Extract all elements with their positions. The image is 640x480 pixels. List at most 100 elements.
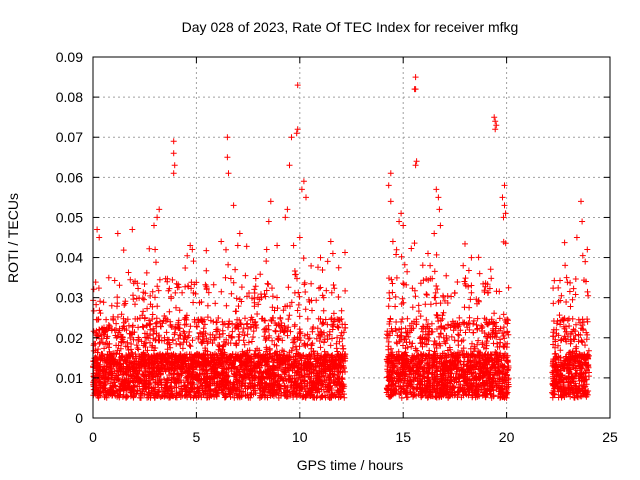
data-point: [123, 393, 130, 400]
data-point: [246, 290, 252, 296]
data-point: [235, 303, 242, 310]
data-point: [258, 294, 265, 301]
data-point: [277, 315, 284, 322]
data-point: [155, 287, 162, 294]
data-point: [466, 304, 473, 311]
data-point: [570, 285, 577, 292]
data-point: [490, 340, 497, 347]
data-point: [315, 264, 321, 271]
data-point: [175, 281, 182, 288]
data-point: [144, 347, 151, 354]
data-point: [475, 254, 482, 261]
data-point: [470, 329, 477, 336]
data-point: [305, 335, 312, 342]
data-point: [342, 324, 349, 331]
data-point: [154, 303, 161, 310]
data-point: [244, 331, 251, 338]
data-point: [269, 293, 276, 300]
data-point: [130, 296, 137, 303]
data-point: [169, 276, 176, 283]
data-point: [316, 285, 322, 292]
data-point: [335, 264, 342, 271]
data-point: [393, 274, 400, 281]
data-point: [424, 292, 430, 298]
data-point: [386, 295, 393, 302]
data-point: [462, 240, 468, 247]
data-point: [320, 307, 327, 314]
data-point: [114, 300, 121, 307]
data-point: [427, 301, 434, 308]
data-point: [244, 320, 251, 327]
data-point: [204, 340, 211, 347]
data-point: [448, 293, 455, 300]
data-point: [383, 331, 390, 338]
data-point: [190, 258, 197, 265]
data-point: [342, 287, 349, 294]
data-point: [567, 303, 574, 310]
data-point: [415, 302, 422, 309]
data-point: [187, 343, 194, 350]
data-point: [227, 275, 234, 282]
data-point: [389, 289, 396, 296]
data-point: [491, 310, 498, 317]
data-point: [550, 285, 557, 292]
data-point: [152, 294, 158, 301]
data-point: [223, 302, 230, 309]
data-point: [294, 275, 300, 282]
data-point: [141, 296, 147, 303]
data-point: [411, 240, 418, 247]
data-point: [242, 272, 249, 279]
data-point: [140, 289, 147, 296]
data-point: [399, 316, 406, 323]
data-point: [443, 272, 450, 279]
data-point: [484, 335, 491, 341]
data-point: [105, 344, 112, 351]
data-point: [132, 301, 138, 308]
data-point: [335, 294, 342, 300]
data-point: [95, 285, 102, 292]
data-point: [160, 388, 167, 395]
data-point: [90, 286, 97, 293]
data-point: [242, 315, 248, 322]
data-point: [134, 345, 141, 351]
data-point: [308, 280, 315, 287]
data-point: [440, 292, 446, 299]
data-point: [262, 325, 269, 332]
grid-lines: [93, 57, 610, 418]
data-point: [243, 243, 250, 250]
data-point: [311, 355, 318, 362]
data-point: [337, 332, 344, 339]
data-point: [225, 321, 232, 328]
data-point: [330, 282, 337, 288]
data-point: [181, 321, 188, 328]
data-point: [300, 255, 307, 262]
data-point: [99, 351, 106, 358]
data-point: [164, 275, 171, 282]
data-point: [326, 331, 333, 338]
data-point: [156, 276, 163, 283]
data-point: [121, 302, 128, 308]
data-point: [423, 291, 430, 298]
data-point: [241, 332, 248, 339]
data-point: [139, 323, 146, 330]
data-point: [302, 306, 309, 313]
data-point: [114, 294, 121, 301]
data-point: [296, 343, 303, 350]
data-point: [404, 315, 411, 322]
data-point: [140, 308, 147, 315]
data-point: [301, 332, 308, 339]
data-point: [309, 307, 315, 314]
data-point: [291, 289, 298, 296]
data-point: [174, 284, 181, 291]
data-point: [454, 279, 461, 285]
data-point: [302, 289, 309, 295]
data-point: [252, 275, 259, 282]
data-point: [274, 294, 280, 301]
data-point: [274, 336, 281, 342]
data-point: [331, 285, 338, 292]
data-point: [404, 268, 411, 275]
data-point: [324, 336, 331, 343]
data-point: [216, 342, 223, 349]
data-point: [308, 262, 315, 269]
data-point: [117, 345, 124, 352]
